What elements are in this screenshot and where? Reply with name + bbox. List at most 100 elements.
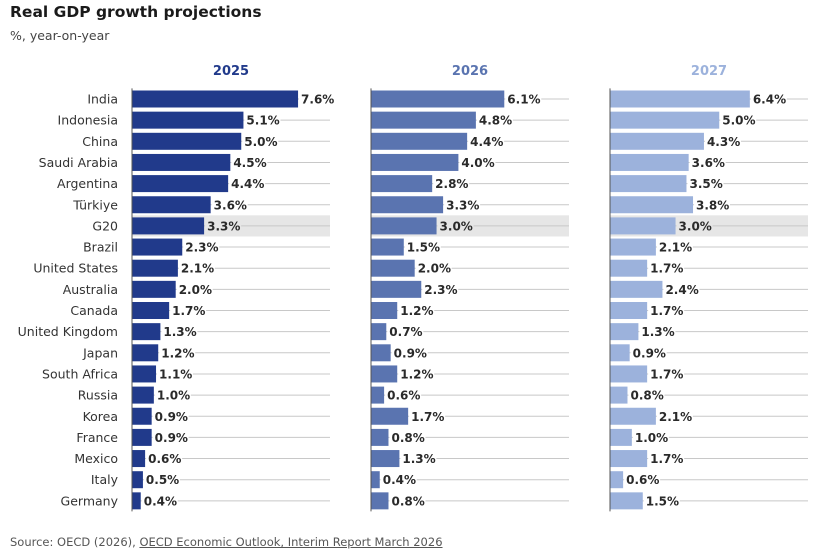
bar-2025 xyxy=(132,450,146,468)
bar-2025 xyxy=(132,111,244,129)
bar-2025 xyxy=(132,407,152,425)
data-label: 4.4% xyxy=(470,135,503,149)
data-label-background xyxy=(630,345,667,360)
data-label-background xyxy=(211,197,248,212)
data-label: 1.0% xyxy=(635,431,668,445)
data-label-background xyxy=(176,282,213,297)
category-label: Saudi Arabia xyxy=(39,155,118,170)
data-label-background xyxy=(676,218,713,233)
data-label: 4.0% xyxy=(461,156,494,170)
bar-2026 xyxy=(371,492,389,510)
data-label: 3.3% xyxy=(207,219,240,233)
data-label-background xyxy=(152,409,189,424)
bar-2027 xyxy=(610,302,648,319)
data-label-background xyxy=(437,218,474,233)
data-label: 2.1% xyxy=(659,410,692,424)
category-label: United Kingdom xyxy=(18,324,118,339)
data-label: 2.3% xyxy=(185,241,218,255)
category-label: Italy xyxy=(91,472,119,487)
data-label-background xyxy=(205,218,242,233)
data-label-background xyxy=(648,261,685,276)
data-label: 0.9% xyxy=(155,431,188,445)
bar-2026 xyxy=(371,132,468,150)
bar-2025 xyxy=(132,386,154,404)
data-label-background xyxy=(404,240,441,255)
data-label: 1.3% xyxy=(641,325,674,339)
chart-title: Real GDP growth projections xyxy=(10,3,262,21)
data-label-background xyxy=(183,240,220,255)
data-label: 5.1% xyxy=(246,114,279,128)
data-label: 5.0% xyxy=(722,114,755,128)
data-label: 3.3% xyxy=(446,198,479,212)
data-label: 1.7% xyxy=(172,304,205,318)
bar-2027 xyxy=(610,153,689,171)
data-label: 5.0% xyxy=(244,135,277,149)
data-label: 2.3% xyxy=(424,283,457,297)
bar-2026 xyxy=(371,450,400,468)
data-label: 1.3% xyxy=(402,452,435,466)
data-label: 1.5% xyxy=(646,494,679,508)
data-label-background xyxy=(750,92,787,106)
data-label: 0.6% xyxy=(626,473,659,487)
bar-2027 xyxy=(610,132,704,150)
source-link[interactable]: OECD Economic Outlook, Interim Report Ma… xyxy=(139,535,443,549)
category-label: Canada xyxy=(70,303,118,318)
data-label: 2.0% xyxy=(179,283,212,297)
data-label: 1.5% xyxy=(407,241,440,255)
data-label: 1.2% xyxy=(400,367,433,381)
bar-2025 xyxy=(132,428,152,446)
bar-2027 xyxy=(610,217,676,235)
category-label: China xyxy=(82,134,118,149)
category-label: G20 xyxy=(92,218,118,233)
bar-2025 xyxy=(132,259,178,277)
data-label-background xyxy=(628,388,665,403)
data-label: 2.1% xyxy=(181,262,214,276)
bar-2027 xyxy=(610,280,663,298)
bar-2027 xyxy=(610,90,750,108)
category-label: Russia xyxy=(78,388,118,403)
data-label-background xyxy=(154,388,191,403)
data-label-background xyxy=(648,366,685,381)
bar-2027 xyxy=(610,344,630,362)
bar-2025 xyxy=(132,344,159,362)
bar-2027 xyxy=(610,471,624,489)
category-label: Indonesia xyxy=(58,113,118,128)
category-label: United States xyxy=(33,261,118,276)
data-label-background xyxy=(380,472,417,487)
data-label: 1.7% xyxy=(411,410,444,424)
data-label-background xyxy=(409,409,446,424)
data-label: 4.5% xyxy=(233,156,266,170)
data-label-background xyxy=(415,261,452,276)
data-label: 7.6% xyxy=(301,93,334,107)
data-label: 2.1% xyxy=(659,241,692,255)
data-label: 0.6% xyxy=(148,452,181,466)
data-label: 4.8% xyxy=(479,114,512,128)
bar-2026 xyxy=(371,153,459,171)
bar-2026 xyxy=(371,90,505,108)
data-label: 6.4% xyxy=(753,93,786,107)
category-label: Brazil xyxy=(83,240,118,255)
bar-2027 xyxy=(610,428,632,446)
category-label: France xyxy=(76,430,118,445)
data-label: 3.0% xyxy=(679,219,712,233)
bar-2026 xyxy=(371,428,389,446)
data-label-background xyxy=(389,493,426,508)
series-header: 2027 xyxy=(691,64,727,79)
bar-2027 xyxy=(610,323,639,341)
category-label: Korea xyxy=(83,409,118,424)
bar-2025 xyxy=(132,302,170,319)
bar-2026 xyxy=(371,175,433,193)
data-label-background xyxy=(152,430,189,445)
bar-2027 xyxy=(610,196,694,214)
data-label: 0.4% xyxy=(144,494,177,508)
data-label-background xyxy=(704,134,741,149)
data-label-background xyxy=(648,451,685,466)
data-label-background xyxy=(694,197,731,212)
data-label: 3.8% xyxy=(696,198,729,212)
data-label: 6.1% xyxy=(507,93,540,107)
data-label-background xyxy=(624,472,661,487)
bar-2027 xyxy=(610,386,628,404)
data-label: 3.6% xyxy=(214,198,247,212)
bar-2027 xyxy=(610,492,643,510)
